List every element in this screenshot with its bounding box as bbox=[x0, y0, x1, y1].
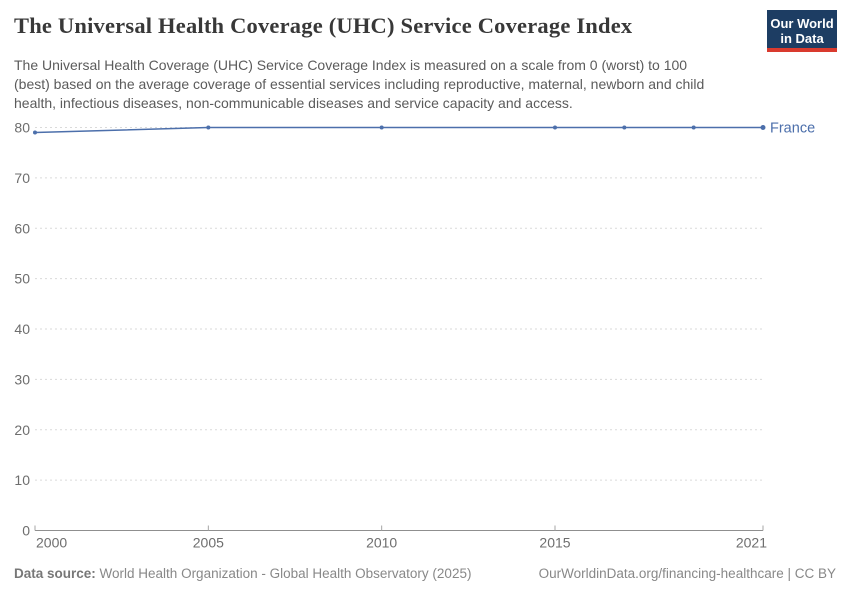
y-tick-label: 70 bbox=[14, 170, 30, 186]
owid-logo-line1: Our World bbox=[770, 16, 834, 31]
page-title: The Universal Health Coverage (UHC) Serv… bbox=[14, 13, 633, 38]
owid-logo[interactable]: Our World in Data bbox=[767, 10, 837, 52]
data-point[interactable] bbox=[760, 125, 766, 130]
y-tick-label: 10 bbox=[14, 472, 30, 488]
x-tick-label: 2010 bbox=[366, 535, 397, 551]
y-tick-label: 60 bbox=[14, 220, 30, 236]
y-tick-label: 40 bbox=[14, 321, 30, 337]
x-tick-label: 2021 bbox=[736, 535, 767, 551]
y-tick-label: 20 bbox=[14, 422, 30, 438]
data-point[interactable] bbox=[206, 125, 211, 130]
y-tick-label: 0 bbox=[22, 523, 30, 539]
data-point[interactable] bbox=[691, 125, 696, 130]
data-point[interactable] bbox=[553, 125, 557, 130]
line-chart: 0 10 20 30 40 50 60 70 80 2000 2005 2010 2015 2021 Fra… bbox=[14, 120, 815, 551]
data-point[interactable] bbox=[622, 125, 627, 130]
data-point[interactable] bbox=[379, 125, 384, 130]
data-source-label: Data source: bbox=[14, 566, 96, 581]
y-tick-label: 50 bbox=[14, 271, 30, 287]
x-tick-label: 2000 bbox=[36, 535, 67, 551]
chart-footer: Data source: World Health Organization -… bbox=[14, 566, 836, 581]
x-tick-label: 2015 bbox=[539, 535, 570, 551]
series-label-france[interactable]: France bbox=[770, 121, 815, 137]
data-source: Data source: World Health Organization -… bbox=[14, 566, 471, 581]
owid-logo-stripe bbox=[767, 48, 837, 52]
data-point[interactable] bbox=[33, 130, 37, 135]
y-tick-label: 80 bbox=[14, 120, 30, 136]
data-source-text: World Health Organization - Global Healt… bbox=[95, 566, 472, 581]
chart-subtitle: The Universal Health Coverage (UHC) Serv… bbox=[14, 57, 705, 111]
owid-logo-line2: in Data bbox=[780, 31, 824, 46]
x-tick-label: 2005 bbox=[193, 535, 224, 551]
y-tick-label: 30 bbox=[14, 371, 30, 387]
data-line-france[interactable] bbox=[34, 126, 763, 134]
footer-link[interactable]: OurWorldinData.org/financing-healthcare … bbox=[538, 566, 836, 581]
